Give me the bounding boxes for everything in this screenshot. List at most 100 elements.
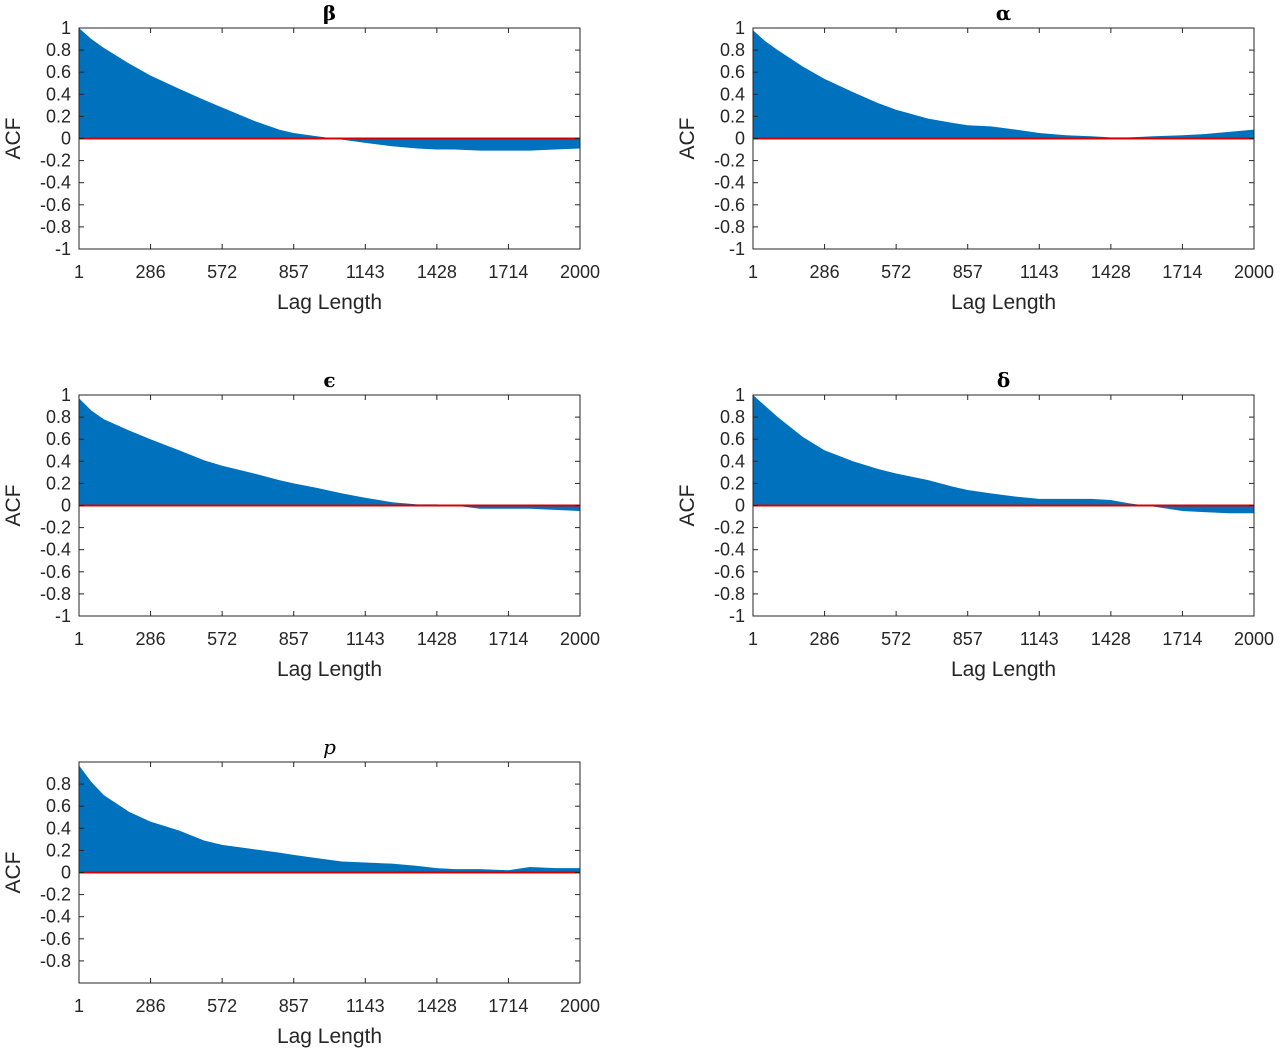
y-tick-label: 0 <box>735 496 745 516</box>
y-tick-label: 0.6 <box>46 429 71 449</box>
x-tick-label: 1143 <box>346 262 385 282</box>
y-tick-label: -0.4 <box>714 540 745 560</box>
x-axis-label: Lag Length <box>277 658 382 681</box>
acf-panel-5: 1 286 572 857 1143 1428 1714 20000.80.60.40.20-… <box>2 735 600 1048</box>
y-axis-label: ACF <box>2 485 25 527</box>
y-tick-label: -0.4 <box>714 173 745 193</box>
y-tick-label: 0.8 <box>46 407 71 427</box>
x-tick-label: 857 <box>953 262 983 282</box>
y-tick-label: 0.6 <box>46 796 71 816</box>
x-tick-label: 286 <box>810 262 840 282</box>
y-tick-label: 0.2 <box>720 473 745 493</box>
acf-area <box>753 395 1254 514</box>
y-tick-label: 1 <box>61 385 71 405</box>
acf-panel-2: 1 286 572 857 1143 1428 1714 200010.80.60.40.20… <box>676 1 1274 314</box>
y-tick-label: -0.4 <box>40 173 71 193</box>
y-tick-label: 0.4 <box>720 84 745 104</box>
x-tick-label: 572 <box>881 629 911 649</box>
x-tick-label: 857 <box>279 629 309 649</box>
y-tick-label: 0.4 <box>46 818 71 838</box>
x-tick-label: 1714 <box>1162 262 1202 282</box>
x-tick-label: 1714 <box>1162 629 1202 649</box>
x-tick-label: 1428 <box>1091 629 1131 649</box>
x-tick-label: 2000 <box>560 262 600 282</box>
y-tick-label: 0.8 <box>46 40 71 60</box>
y-tick-label: 1 <box>735 385 745 405</box>
x-tick-label: 2000 <box>1234 262 1274 282</box>
x-tick-label: 1 <box>748 629 758 649</box>
x-tick-label: 1143 <box>1020 629 1059 649</box>
y-tick-label: -0.2 <box>40 151 71 171</box>
y-tick-label: 0.6 <box>720 62 745 82</box>
x-tick-label: 286 <box>136 629 166 649</box>
y-tick-label: 0 <box>61 129 71 149</box>
x-tick-label: 1143 <box>1020 262 1059 282</box>
y-tick-label: 0.4 <box>720 451 745 471</box>
acf-area <box>753 30 1254 139</box>
x-tick-label: 857 <box>279 262 309 282</box>
y-tick-label: -0.6 <box>40 195 71 215</box>
acf-panel-3: 1 286 572 857 1143 1428 1714 200010.80.60.40.20… <box>2 368 600 681</box>
x-tick-label: 1 <box>74 262 84 282</box>
acf-panel-4: 1 286 572 857 1143 1428 1714 200010.80.60.40.20… <box>676 368 1274 681</box>
x-tick-label: 1714 <box>488 996 528 1016</box>
y-axis-label: ACF <box>2 852 25 894</box>
x-tick-label: 286 <box>136 262 166 282</box>
y-tick-label: 0.6 <box>720 429 745 449</box>
y-tick-label: 0.2 <box>46 106 71 126</box>
y-tick-label: 0.8 <box>720 40 745 60</box>
y-tick-label: 0.2 <box>720 106 745 126</box>
y-tick-label: -0.4 <box>40 540 71 560</box>
acf-panel-1: 1 286 572 857 1143 1428 1714 200010.80.60.40.20… <box>2 1 600 314</box>
y-tick-label: 0 <box>61 863 71 883</box>
y-tick-label: -0.8 <box>40 951 71 971</box>
y-tick-label: 1 <box>61 18 71 38</box>
panel-title: ϵ <box>323 368 335 392</box>
y-tick-label: -0.8 <box>714 217 745 237</box>
y-tick-label: -0.6 <box>714 562 745 582</box>
y-tick-label: -0.4 <box>40 907 71 927</box>
y-tick-label: -1 <box>729 606 745 626</box>
x-tick-label: 572 <box>207 996 237 1016</box>
x-tick-label: 572 <box>207 262 237 282</box>
y-tick-label: 0.4 <box>46 84 71 104</box>
y-tick-label: -1 <box>55 606 71 626</box>
y-tick-label: -0.2 <box>40 885 71 905</box>
panel-title: β <box>323 1 336 25</box>
x-tick-label: 1 <box>748 262 758 282</box>
y-tick-label: -0.6 <box>40 562 71 582</box>
y-tick-label: 0 <box>735 129 745 149</box>
y-tick-label: 0.4 <box>46 451 71 471</box>
y-axis-label: ACF <box>2 118 25 160</box>
panel-title: δ <box>997 368 1010 392</box>
y-tick-label: -0.2 <box>714 518 745 538</box>
x-tick-label: 2000 <box>1234 629 1274 649</box>
y-tick-label: 0 <box>61 496 71 516</box>
y-tick-label: -0.8 <box>40 584 71 604</box>
y-tick-label: -0.8 <box>40 217 71 237</box>
x-tick-label: 1714 <box>488 262 528 282</box>
x-tick-label: 857 <box>279 996 309 1016</box>
x-tick-label: 572 <box>881 262 911 282</box>
y-tick-label: -0.2 <box>714 151 745 171</box>
x-axis-label: Lag Length <box>951 291 1056 314</box>
y-tick-label: -0.8 <box>714 584 745 604</box>
y-tick-label: 0.6 <box>46 62 71 82</box>
x-tick-label: 2000 <box>560 996 600 1016</box>
x-tick-label: 2000 <box>560 629 600 649</box>
panel-title: p <box>323 735 336 759</box>
y-tick-label: 1 <box>735 18 745 38</box>
y-tick-label: 0.2 <box>46 840 71 860</box>
x-tick-label: 1 <box>74 629 84 649</box>
x-tick-label: 572 <box>207 629 237 649</box>
panel-title: α <box>996 1 1011 25</box>
y-axis-label: ACF <box>676 485 699 527</box>
x-axis-label: Lag Length <box>951 658 1056 681</box>
y-tick-label: -0.6 <box>714 195 745 215</box>
x-tick-label: 1143 <box>346 629 385 649</box>
y-tick-label: 0.8 <box>46 774 71 794</box>
y-tick-label: 0.8 <box>720 407 745 427</box>
y-axis-label: ACF <box>676 118 699 160</box>
x-tick-label: 1 <box>74 996 84 1016</box>
